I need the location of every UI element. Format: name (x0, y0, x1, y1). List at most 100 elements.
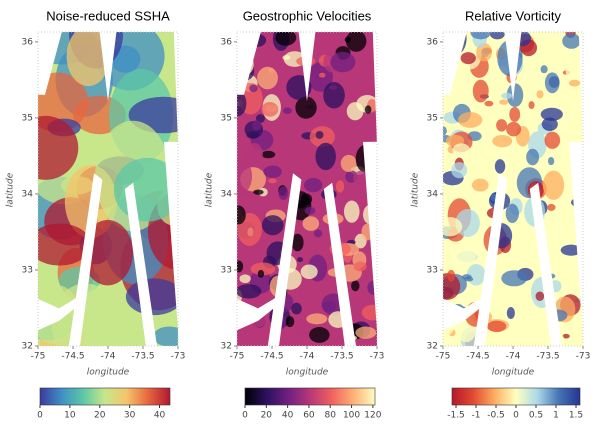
field-blob (455, 209, 480, 237)
field-blob (464, 276, 474, 282)
field-blob (565, 58, 583, 84)
field-blob (487, 320, 507, 333)
field-blob (237, 284, 262, 299)
colorbar-tick-label: 80 (325, 411, 337, 421)
swath-gap (443, 32, 467, 95)
y-tick-label: 32 (22, 342, 33, 352)
field-blob (451, 162, 468, 179)
swath-gap (529, 182, 562, 346)
swath-gap (99, 32, 117, 102)
field-blob (463, 288, 470, 296)
swath-gap (164, 141, 178, 331)
field-blob (353, 261, 367, 272)
field-blob (250, 262, 276, 276)
field-blob (506, 307, 515, 320)
colorbar-tick-label: -1.5 (447, 411, 465, 421)
field-blob (237, 157, 253, 195)
field-blob (501, 270, 527, 287)
field-blob (492, 135, 513, 148)
field-blob (66, 32, 111, 87)
field-blob (257, 269, 265, 278)
field-blob (443, 273, 461, 300)
x-axis-label: longitude (286, 368, 329, 378)
field-blob (443, 126, 447, 136)
x-tick-label: -74 (101, 352, 116, 362)
field-blob (346, 102, 364, 121)
field-blob (494, 159, 506, 174)
field-blob (275, 32, 297, 46)
plot-frame (37, 31, 179, 347)
field-blob (304, 178, 323, 193)
field-blob (313, 229, 323, 238)
field-blob (285, 316, 295, 328)
field-blob (472, 79, 489, 103)
y-tick-label: 32 (221, 342, 232, 352)
field-blob (335, 180, 345, 193)
field-blob (38, 115, 79, 180)
field-blob (540, 36, 564, 55)
field-blob (82, 219, 134, 286)
colorbar-tick-label: 100 (343, 411, 360, 421)
field-blob (291, 233, 304, 252)
y-axis-label: latitude (411, 172, 421, 207)
swath-gap (237, 295, 282, 331)
field-blob (237, 90, 247, 117)
field-blob (345, 32, 367, 52)
field-blob (470, 32, 491, 40)
field-blob (528, 101, 535, 109)
colorbar-tick-label: -1 (472, 411, 481, 421)
field-blob (364, 105, 372, 114)
field-blob (499, 99, 509, 105)
field-blob (501, 92, 513, 100)
x-tick-label: -73.5 (330, 352, 353, 362)
field-blob (447, 269, 456, 282)
field-blob (239, 274, 251, 284)
field-blob (344, 36, 351, 43)
colorbar-tick-label: 1 (553, 411, 559, 421)
field (443, 32, 583, 346)
colorbar-tick-label: -0.5 (487, 411, 505, 421)
field-blob (509, 106, 521, 122)
field-blob (451, 234, 478, 268)
field-blob (282, 55, 291, 61)
field-blob (540, 107, 563, 121)
field-blob (343, 200, 360, 223)
swath-gap (323, 182, 356, 346)
field-blob (535, 291, 545, 301)
x-tick-label: -74.5 (260, 352, 283, 362)
y-tick-label: 34 (22, 189, 34, 199)
field-blob (278, 186, 289, 201)
panel-title: Geostrophic Velocities (243, 8, 372, 23)
colorbar-tick-label: 30 (124, 411, 136, 421)
field-blob (506, 83, 524, 108)
swath-gap (363, 141, 377, 331)
x-tick-label: -75 (436, 352, 451, 362)
colorbar (244, 387, 376, 406)
field-blob (297, 257, 304, 263)
field-blob (340, 154, 357, 173)
field-blob (526, 148, 540, 166)
field-blob (249, 84, 258, 93)
field-blob (544, 72, 560, 94)
colorbar-tick-label: 40 (282, 411, 294, 421)
field-blob (541, 117, 558, 132)
x-tick-label: -75 (31, 352, 46, 362)
field-blob (547, 156, 555, 166)
field-blob (355, 326, 377, 339)
field-blob (237, 205, 246, 225)
field-blob (329, 85, 338, 90)
field-blob (330, 51, 356, 73)
x-axis-label: longitude (492, 368, 535, 378)
y-tick-label: 36 (221, 37, 233, 47)
x-tick-label: -73 (171, 352, 186, 362)
swath-gap (504, 32, 522, 102)
y-tick-label: 35 (221, 113, 232, 123)
field-blob (261, 150, 276, 159)
y-tick-label: 32 (427, 342, 438, 352)
x-tick-label: -73 (576, 352, 591, 362)
field-blob (295, 96, 317, 119)
plot-frame (442, 31, 584, 347)
y-tick-label: 33 (221, 265, 232, 275)
field-blob (323, 81, 345, 109)
y-tick-label: 36 (22, 37, 34, 47)
